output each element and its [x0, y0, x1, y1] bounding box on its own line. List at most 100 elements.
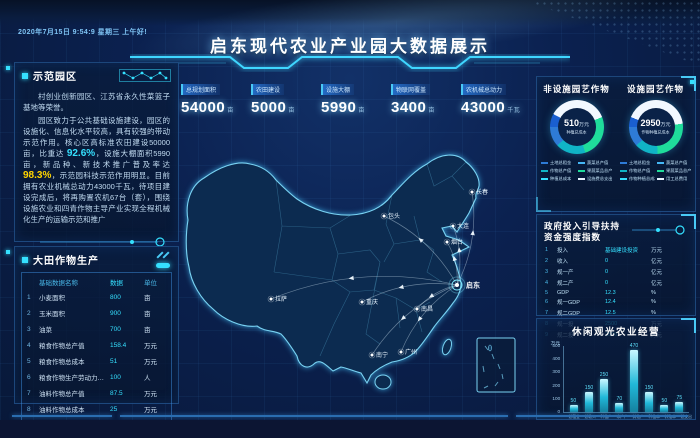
kpi-value: 43000 千瓦 — [461, 99, 521, 116]
donut-label: 种植总成本 — [566, 130, 587, 136]
title-underline-decoration — [130, 56, 570, 69]
park-paragraph-1: 村创业创新园区、江苏省永久性菜篮子基地等荣誉。 — [23, 92, 170, 112]
row-value: 0 — [605, 279, 609, 286]
bar-value-label: 470 — [629, 343, 639, 349]
col-unit-header: 单位 — [144, 280, 157, 287]
legend-item[interactable]: 土地总租金 — [541, 159, 576, 166]
park-description: 村创业创新园区、江苏省永久性菜篮子基地等荣誉。 园区致力于公共基础设施建设，园区… — [15, 86, 178, 232]
bar-group: 75 — [673, 395, 686, 412]
legend-item[interactable]: 蔬菜总产值 — [656, 159, 692, 166]
edge-accent — [6, 66, 10, 70]
legend-label: 作物总产值 — [629, 168, 651, 174]
legend-item[interactable]: 果蔬菜品总产值 — [656, 167, 692, 174]
legend-label: 作物种植总成本 — [629, 176, 655, 182]
row-value: 800 — [110, 293, 121, 301]
donut-unit: 万元 — [579, 122, 590, 128]
panel-demo-park: 示范园区 村创业创新园区、江苏省永久性菜篮子基地等荣誉。 园区致力于公共基础设施… — [14, 62, 179, 242]
donut-value: 2950 — [640, 118, 661, 128]
row-unit: % — [651, 310, 656, 317]
bar — [584, 392, 593, 412]
bottom-line-decoration — [12, 415, 112, 417]
legend-item[interactable]: 蔬菜总产值 — [577, 159, 613, 166]
corner-decoration — [681, 76, 696, 91]
x-axis-labels: 总租金 总收入 种植产 水产产 其他产 种植本 养殖本 总支出 — [563, 413, 695, 421]
row-value: 87.5 — [110, 389, 123, 397]
bar-value-label: 70 — [616, 396, 622, 402]
bottom-line-decoration — [516, 415, 688, 417]
legend-item[interactable]: 种植总成本 — [541, 175, 576, 182]
row-name: 玉米面积 — [39, 311, 65, 318]
panel-bullet-icon — [22, 72, 28, 79]
legend-color-swatch — [620, 177, 627, 180]
facility-donut-block: 设施园艺作物 2950万元 作物种植总成本 土地总租金 蔬菜总产值 作物总产值 果蔬菜… — [616, 77, 695, 182]
nonfacility-donut-block: 非设施园艺作物 510万元 种植总成本 土地总租金 蔬菜总产值 作物总产值 果蔬菜品总… — [537, 77, 616, 182]
row-unit: 亿元 — [651, 280, 663, 287]
row-value: 900 — [110, 309, 121, 317]
panel-leisure-agriculture: 休闲观光农业经营 万元 0 100 200 300 400 500 50 150 250 70 4… — [536, 318, 696, 420]
park-text-segment: ，示范园科技示范作用明显。目前拥有农业机械总动力43000千瓦，待项目建设完成后… — [23, 171, 170, 224]
panel-horticulture: 非设施园艺作物 510万元 种植总成本 土地总租金 蔬菜总产值 作物总产值 果蔬菜品总… — [536, 76, 696, 212]
flight-arcs — [270, 191, 475, 356]
y-tick-label: 0 — [557, 409, 560, 415]
node-line-decoration — [632, 225, 685, 235]
facility-donut-chart: 2950万元 作物种植总成本 — [628, 100, 683, 154]
panel-gov-fund-index: 政府投入引导扶持 资金强度指数 1 投入 基础建设投资 万元 2 收入 0 亿元 3 规一产 0 亿元… — [536, 214, 696, 339]
corner-decoration — [681, 214, 696, 229]
row-name: 粮食作物总成本 — [39, 359, 85, 366]
legend-item[interactable]: 设施费总支出 — [577, 175, 612, 182]
legend-item[interactable]: 用工总费用 — [656, 175, 692, 182]
donut-label: 作物种植总成本 — [641, 130, 670, 136]
x-axis-label: 种植产 — [600, 414, 612, 420]
pill-decoration — [156, 263, 170, 268]
corner-decoration — [536, 197, 551, 212]
row-value: 基础建设投资 — [605, 248, 639, 255]
y-tick-label: 400 — [552, 356, 560, 362]
row-index: 8 — [27, 405, 31, 413]
table-row: 5 GDP 12.3% — [537, 288, 695, 297]
legend-label: 土地总租金 — [550, 160, 572, 166]
row-unit: % — [651, 299, 656, 306]
city-marker[interactable]: 烟台 — [443, 238, 463, 246]
y-tick-label: 500 — [552, 343, 560, 349]
bar — [599, 379, 608, 412]
bar — [569, 405, 578, 412]
bar — [630, 349, 639, 412]
y-tick-label: 100 — [552, 396, 560, 402]
legend-item[interactable]: 果蔬菜品总产值 — [577, 167, 612, 174]
row-value: 51 — [110, 357, 118, 365]
legend-label: 果蔬菜品总产值 — [665, 168, 692, 174]
city-marker[interactable]: 南宁 — [368, 351, 388, 359]
legend-color-swatch — [577, 161, 585, 164]
city-marker[interactable]: 重庆 — [358, 298, 378, 306]
table-row: 5 粮食作物总成本 51 万元 — [27, 353, 166, 369]
x-axis-label: 养殖本 — [664, 414, 676, 420]
bar-plot-area: 50 150 250 70 470 150 50 75 — [563, 343, 689, 413]
row-unit: 万元 — [144, 407, 157, 414]
row-unit: % — [651, 289, 656, 296]
row-value: 158.4 — [110, 341, 127, 349]
panel-connector-decoration — [40, 237, 165, 247]
kpi-value: 5000 亩 — [251, 99, 295, 116]
city-marker[interactable]: 长春 — [468, 188, 488, 196]
kpi-card: 设施大棚 5990 亩 — [321, 79, 391, 116]
row-unit: 亩 — [144, 311, 151, 318]
legend-color-swatch — [656, 169, 664, 172]
table-row: 4 规二产 0 亿元 — [537, 277, 695, 288]
kpi-card: 农田建设 5000 亩 — [251, 79, 321, 116]
legend-item[interactable]: 作物总产值 — [620, 167, 655, 174]
table-row: 8 油料作物总成本 25 万元 — [27, 401, 166, 417]
nonfacility-donut-chart: 510万元 种植总成本 — [549, 100, 604, 154]
legend-item[interactable]: 土地总租金 — [620, 159, 655, 166]
kpi-row: 总规划面积 54000 亩 农田建设 5000 亩 设施大棚 5990 亩 物联网覆盖 3400 亩 农… — [181, 79, 533, 116]
city-marker[interactable]: 拉萨 — [267, 295, 287, 303]
hub-city-marker[interactable]: 启东 — [448, 276, 480, 294]
legend-item[interactable]: 作物总产值 — [541, 167, 576, 174]
legend-label: 作物总产值 — [550, 168, 572, 174]
city-marker[interactable]: 广州 — [397, 348, 417, 356]
legend-item[interactable]: 作物种植总成本 — [620, 175, 655, 182]
city-marker[interactable]: 南昌 — [413, 305, 433, 313]
legend-label: 种植总成本 — [550, 176, 572, 182]
city-marker[interactable]: 大连 — [449, 222, 469, 230]
city-marker[interactable]: 包头 — [380, 212, 400, 220]
field-table-header: 基础数据名称 数据 单位 — [27, 274, 166, 289]
